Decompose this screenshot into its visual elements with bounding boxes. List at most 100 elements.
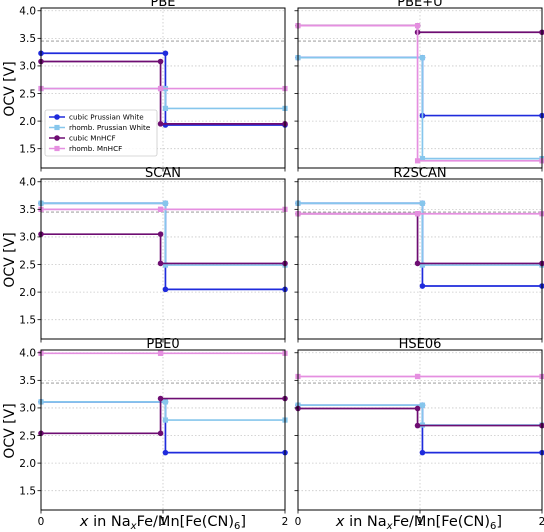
x-tick-label: 2 xyxy=(282,516,289,528)
series-rhomb-prussian-white-line xyxy=(41,87,285,110)
series-rhomb-prussian-white-point xyxy=(419,262,426,268)
x-label-na: in Na xyxy=(88,514,130,530)
legend-entry-rhomb-mnhcf-marker xyxy=(54,145,60,152)
series-cubic-prussian-white-point xyxy=(162,50,169,57)
y-tick-label: 3.5 xyxy=(19,204,36,216)
chart-panel-pbe-u: PBE+U xyxy=(294,0,544,172)
series-rhomb-mnhcf-point xyxy=(414,23,421,29)
series-rhomb-prussian-white-line xyxy=(298,56,542,160)
series-rhomb-prussian-white-line xyxy=(41,202,285,266)
series-cubic-mnhcf-point xyxy=(157,395,164,402)
series-cubic-prussian-white-point xyxy=(162,449,169,456)
x-tick-label: 2 xyxy=(539,516,544,528)
y-tick-label: 2.0 xyxy=(19,287,36,299)
panel-title: HSE06 xyxy=(399,337,442,352)
x-label-close: ] xyxy=(240,514,246,530)
series-cubic-mnhcf-point xyxy=(157,430,164,437)
legend-entry-rhomb-prussian-white-marker xyxy=(54,124,60,131)
y-tick-label: 2.5 xyxy=(19,88,36,100)
y-tick-label: 2.5 xyxy=(19,259,36,271)
legend-box xyxy=(44,109,158,157)
chart-panel-pbe0: 0 1 2 1.5 2.0 2.5 3.0 3.5 4.0 PBE0 xyxy=(19,337,288,528)
x-tick-label: 1 xyxy=(417,516,424,528)
axes-frame xyxy=(40,349,286,511)
series-cubic-prussian-white-point xyxy=(162,286,169,293)
series-rhomb-mnhcf-point xyxy=(414,373,421,380)
series-rhomb-prussian-white-point xyxy=(162,417,169,423)
legend-entry-cubic-prussian-white-label: cubic Prussian White xyxy=(69,113,144,122)
legend-entry-cubic-prussian-white-marker xyxy=(54,114,60,120)
x-label-na: in Na xyxy=(344,514,386,530)
series-cubic-prussian-white-point xyxy=(419,449,426,456)
panel-title: PBE+U xyxy=(397,0,442,10)
y-tick-label: 2.0 xyxy=(19,116,36,128)
chart-panel-scan: 1.5 2.0 2.5 3.0 3.5 4.0 SCAN xyxy=(19,166,288,343)
x-label-variable: x xyxy=(335,514,345,530)
series-cubic-prussian-white-point xyxy=(162,122,169,128)
x-tick-label: 0 xyxy=(295,516,302,528)
x-tick-label: 1 xyxy=(160,516,167,528)
chart-panel-r2scan: R2SCAN xyxy=(294,166,544,343)
chart-panel-hse06: 0 1 2 HSE06 xyxy=(294,337,544,528)
x-label-subscript: x xyxy=(130,521,137,532)
y-tick-label: 4.0 xyxy=(19,348,36,360)
series-rhomb-prussian-white-point xyxy=(419,200,426,206)
series-rhomb-mnhcf-point xyxy=(157,350,164,356)
y-tick-label: 1.5 xyxy=(19,143,36,155)
series-cubic-mnhcf-line xyxy=(298,407,542,427)
legend-entry-rhomb-prussian-white-label: rhomb. Prussian White xyxy=(69,123,151,132)
series-cubic-mnhcf-point xyxy=(157,260,164,267)
y-tick-label: 4.0 xyxy=(19,6,36,18)
series-cubic-prussian-white-point xyxy=(419,283,426,289)
legend-entry-cubic-mnhcf-marker xyxy=(54,135,60,141)
series-cubic-mnhcf-point xyxy=(414,260,421,267)
x-label-variable: x xyxy=(79,514,89,530)
y-axis-label-row-3: OCV [V] xyxy=(2,403,18,458)
series-rhomb-mnhcf-point xyxy=(157,85,164,92)
y-tick-label: 3.0 xyxy=(19,403,36,415)
series-rhomb-prussian-white-line xyxy=(41,401,285,421)
series-cubic-mnhcf-point xyxy=(414,422,421,429)
series-cubic-mnhcf-line xyxy=(41,233,285,265)
panel-title: R2SCAN xyxy=(393,166,446,181)
y-axis-label-row-1: OCV [V] xyxy=(2,61,18,116)
x-label-close: ] xyxy=(496,514,502,530)
series-rhomb-mnhcf-point xyxy=(414,158,421,164)
x-label-formula: Fe/Mn[Fe(CN) xyxy=(137,514,234,530)
series-cubic-mnhcf-line xyxy=(41,397,285,435)
legend-entry-rhomb-mnhcf-label: rhomb. MnHCF xyxy=(69,144,122,153)
y-tick-label: 3.0 xyxy=(19,232,36,244)
x-label-formula: Fe/Mn[Fe(CN) xyxy=(393,514,490,530)
x-axis-label-right: x in NaxFe/Mn[Fe(CN)6] xyxy=(335,514,502,532)
series-rhomb-mnhcf-point xyxy=(414,211,421,217)
series-rhomb-prussian-white-point xyxy=(162,399,169,405)
y-tick-label: 3.5 xyxy=(19,375,36,387)
x-label-subscript-6: 6 xyxy=(490,521,496,532)
series-rhomb-prussian-white-point xyxy=(419,402,426,408)
series-rhomb-mnhcf-point xyxy=(157,206,164,212)
panel-title: PBE xyxy=(151,0,176,10)
y-tick-label: 3.5 xyxy=(19,33,36,45)
series-rhomb-prussian-white-point xyxy=(162,262,169,268)
y-tick-label: 1.5 xyxy=(19,314,36,326)
x-label-subscript: x xyxy=(386,521,393,532)
series-cubic-mnhcf-point xyxy=(157,58,164,65)
x-label-subscript-6: 6 xyxy=(234,521,240,532)
y-tick-label: 1.5 xyxy=(19,485,36,497)
chart-panel-pbe: 1.5 2.0 2.5 3.0 3.5 4.0 PBE xyxy=(19,0,288,172)
y-tick-label: 3.0 xyxy=(19,61,36,73)
series-rhomb-mnhcf-line xyxy=(298,24,542,162)
series-cubic-mnhcf-point xyxy=(157,121,164,127)
series-cubic-mnhcf-point xyxy=(157,231,164,237)
y-tick-label: 2.0 xyxy=(19,458,36,470)
series-rhomb-prussian-white-point xyxy=(162,200,169,206)
x-axis-label-left: x in NaxFe/Mn[Fe(CN)6] xyxy=(79,514,246,532)
panel-title: PBE0 xyxy=(146,337,179,352)
series-cubic-mnhcf-point xyxy=(414,405,421,412)
panel-title: SCAN xyxy=(145,166,181,181)
series-rhomb-prussian-white-point xyxy=(419,55,426,61)
series-rhomb-prussian-white-point xyxy=(162,105,169,112)
series-rhomb-prussian-white-point xyxy=(419,156,426,162)
